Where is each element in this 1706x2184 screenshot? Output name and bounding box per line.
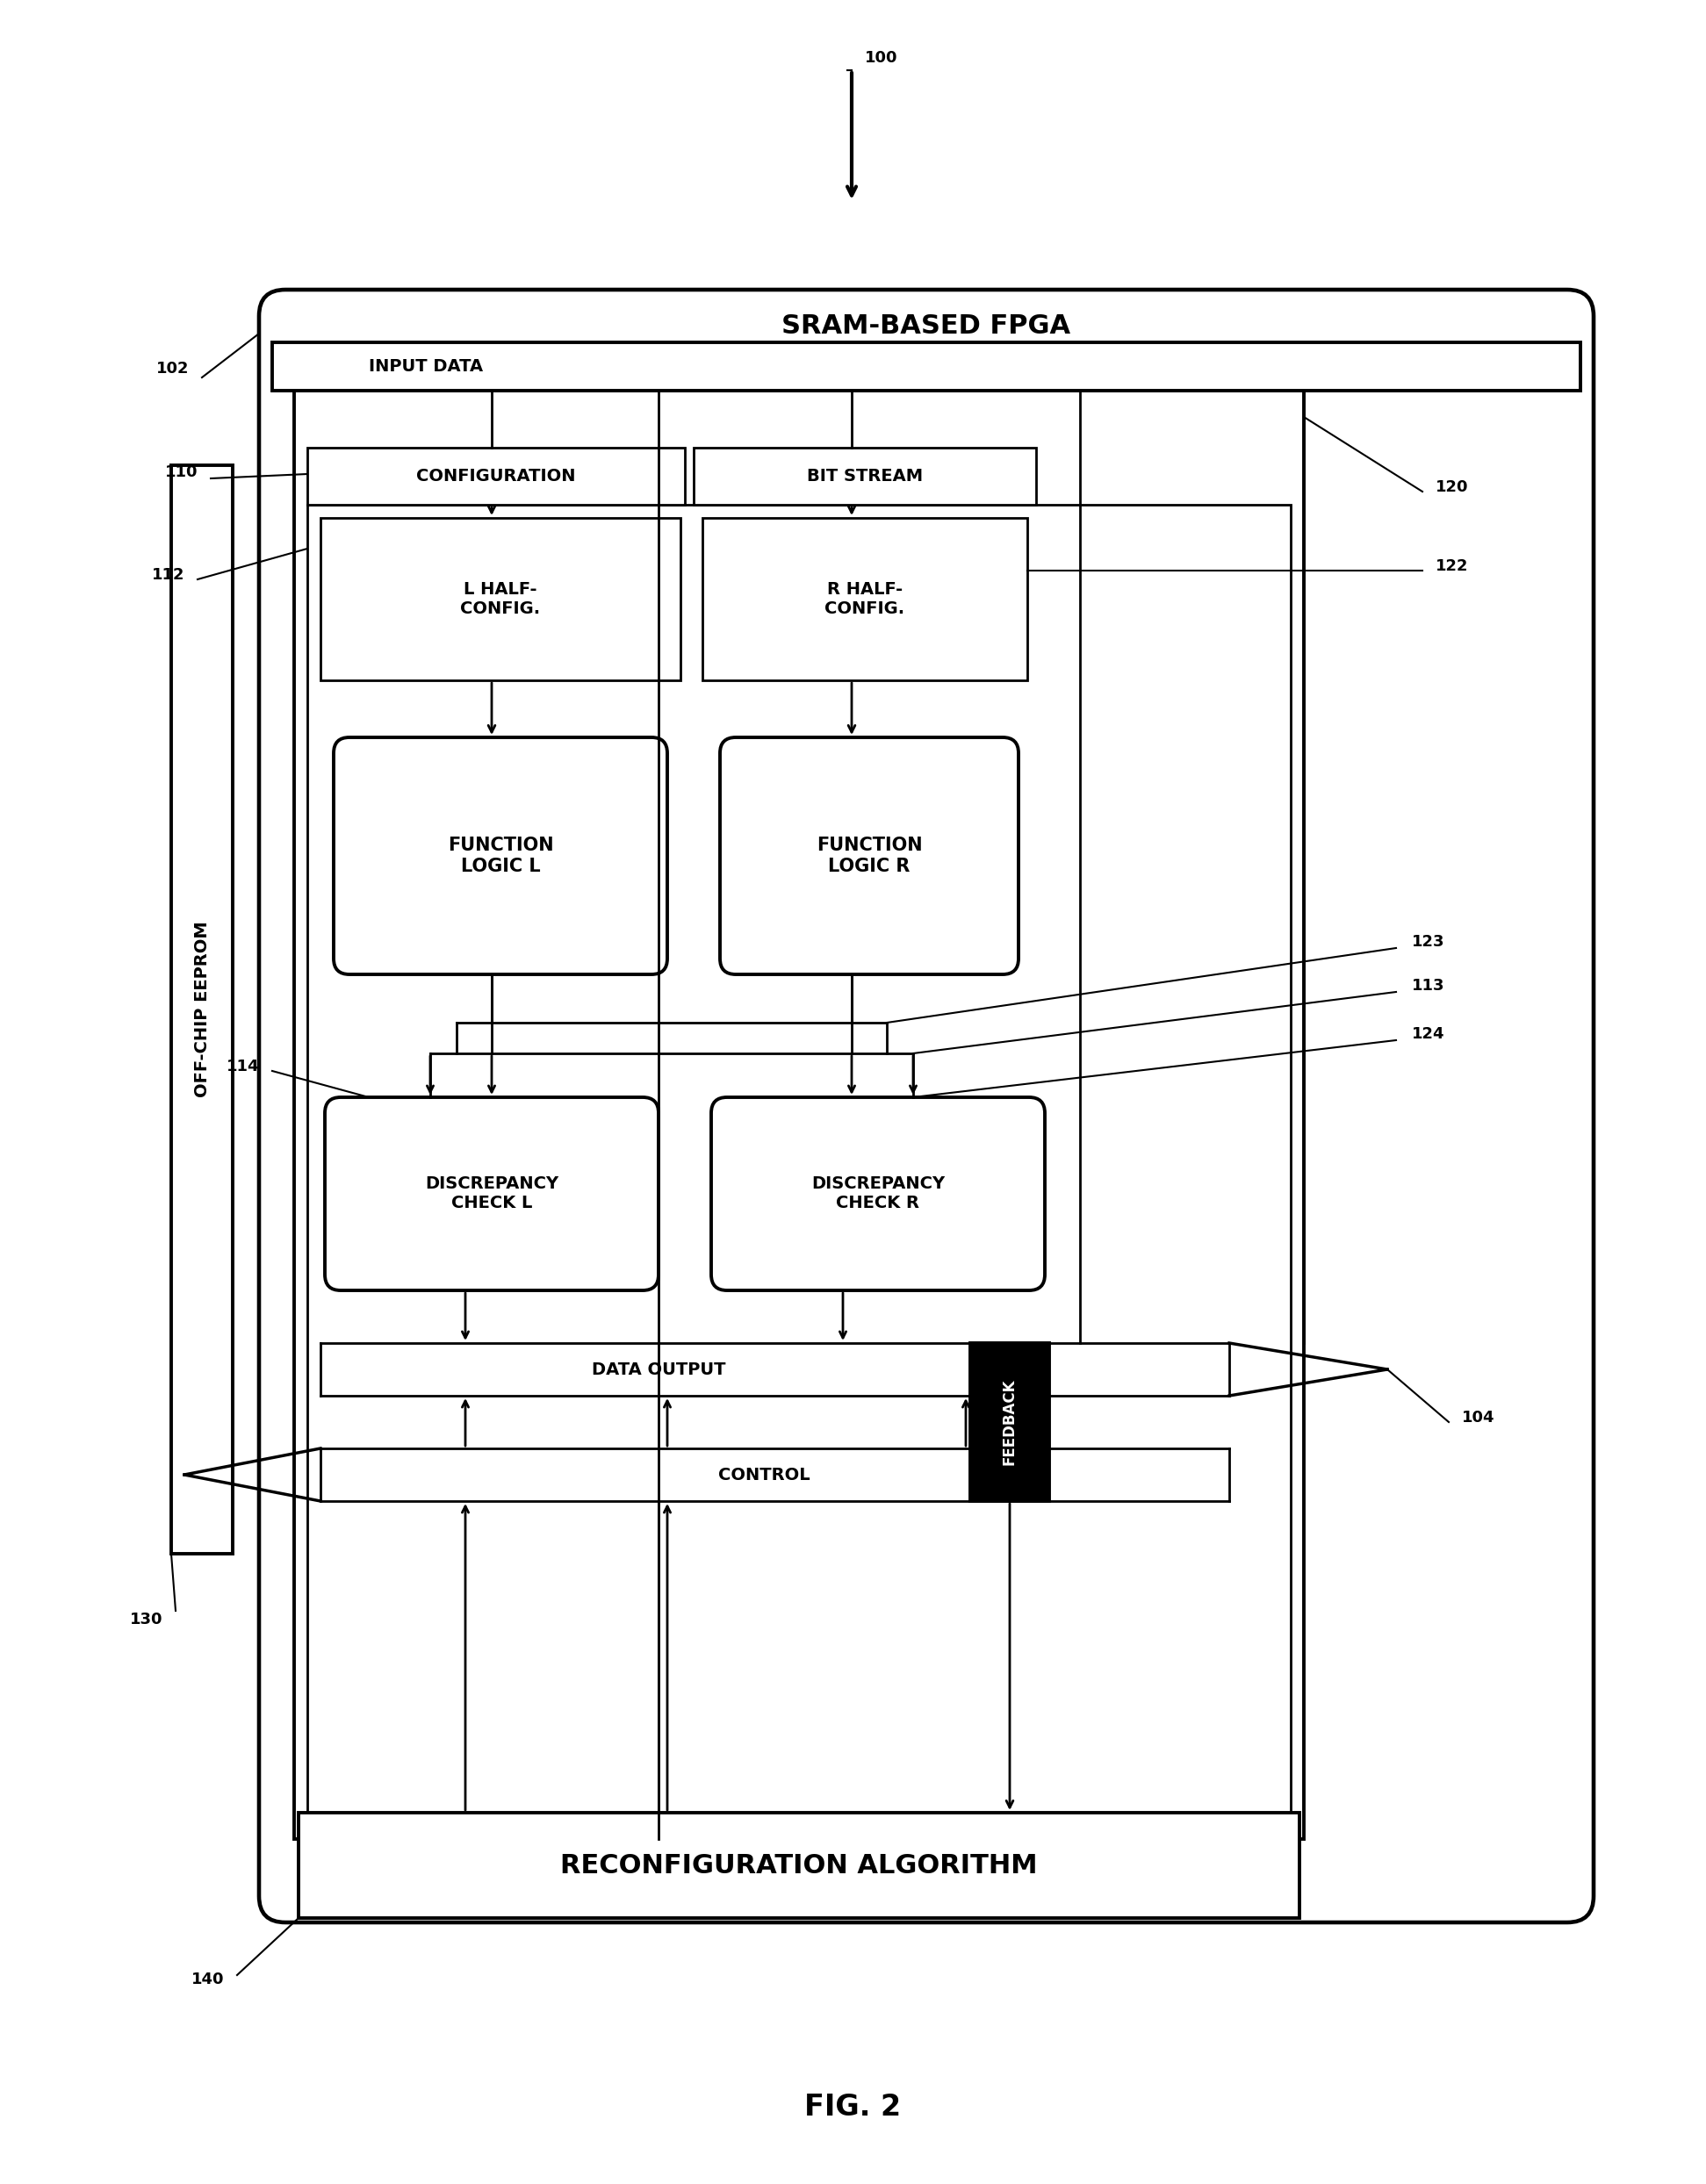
Text: 122: 122 bbox=[1435, 559, 1469, 574]
Text: 114: 114 bbox=[227, 1059, 259, 1075]
Bar bbox=[321, 518, 681, 679]
Bar bbox=[703, 518, 1027, 679]
Bar bbox=[971, 1343, 1049, 1500]
Text: 130: 130 bbox=[130, 1612, 162, 1627]
Text: BIT STREAM: BIT STREAM bbox=[807, 467, 923, 485]
Text: OFF-CHIP EEPROM: OFF-CHIP EEPROM bbox=[193, 922, 210, 1099]
Text: DATA OUTPUT: DATA OUTPUT bbox=[592, 1361, 725, 1378]
FancyBboxPatch shape bbox=[334, 738, 667, 974]
FancyBboxPatch shape bbox=[259, 290, 1593, 1922]
Text: CONFIGURATION: CONFIGURATION bbox=[416, 467, 575, 485]
Text: INPUT DATA: INPUT DATA bbox=[368, 358, 483, 376]
Text: DISCREPANCY
CHECK R: DISCREPANCY CHECK R bbox=[812, 1175, 945, 1212]
Bar bbox=[273, 343, 1580, 391]
FancyBboxPatch shape bbox=[324, 1096, 659, 1291]
FancyBboxPatch shape bbox=[720, 738, 1018, 974]
FancyBboxPatch shape bbox=[711, 1096, 1044, 1291]
Text: FUNCTION
LOGIC L: FUNCTION LOGIC L bbox=[447, 836, 553, 876]
Text: 110: 110 bbox=[165, 465, 198, 480]
Text: FIG. 2: FIG. 2 bbox=[804, 2092, 901, 2121]
Text: CONTROL: CONTROL bbox=[718, 1465, 810, 1483]
Text: 104: 104 bbox=[1462, 1409, 1494, 1426]
Bar bbox=[694, 448, 1036, 505]
Text: L HALF-
CONFIG.: L HALF- CONFIG. bbox=[461, 581, 541, 618]
Text: 123: 123 bbox=[1413, 935, 1445, 950]
Bar bbox=[299, 1813, 1300, 1918]
Text: DISCREPANCY
CHECK L: DISCREPANCY CHECK L bbox=[425, 1175, 558, 1212]
Bar bbox=[293, 391, 1303, 1839]
Text: 112: 112 bbox=[152, 568, 184, 583]
Text: RECONFIGURATION ALGORITHM: RECONFIGURATION ALGORITHM bbox=[560, 1852, 1037, 1878]
Text: 140: 140 bbox=[191, 1972, 223, 1987]
Text: 120: 120 bbox=[1435, 478, 1469, 496]
Bar bbox=[171, 465, 232, 1553]
Text: FEEDBACK: FEEDBACK bbox=[1001, 1378, 1018, 1465]
Text: 102: 102 bbox=[155, 360, 189, 376]
Text: 100: 100 bbox=[865, 50, 897, 66]
Bar bbox=[307, 505, 1291, 1839]
Text: R HALF-
CONFIG.: R HALF- CONFIG. bbox=[824, 581, 904, 618]
Text: FUNCTION
LOGIC R: FUNCTION LOGIC R bbox=[815, 836, 923, 876]
Bar bbox=[307, 448, 684, 505]
Text: 124: 124 bbox=[1413, 1026, 1445, 1042]
Text: SRAM-BASED FPGA: SRAM-BASED FPGA bbox=[781, 314, 1071, 339]
Text: 113: 113 bbox=[1413, 978, 1445, 994]
